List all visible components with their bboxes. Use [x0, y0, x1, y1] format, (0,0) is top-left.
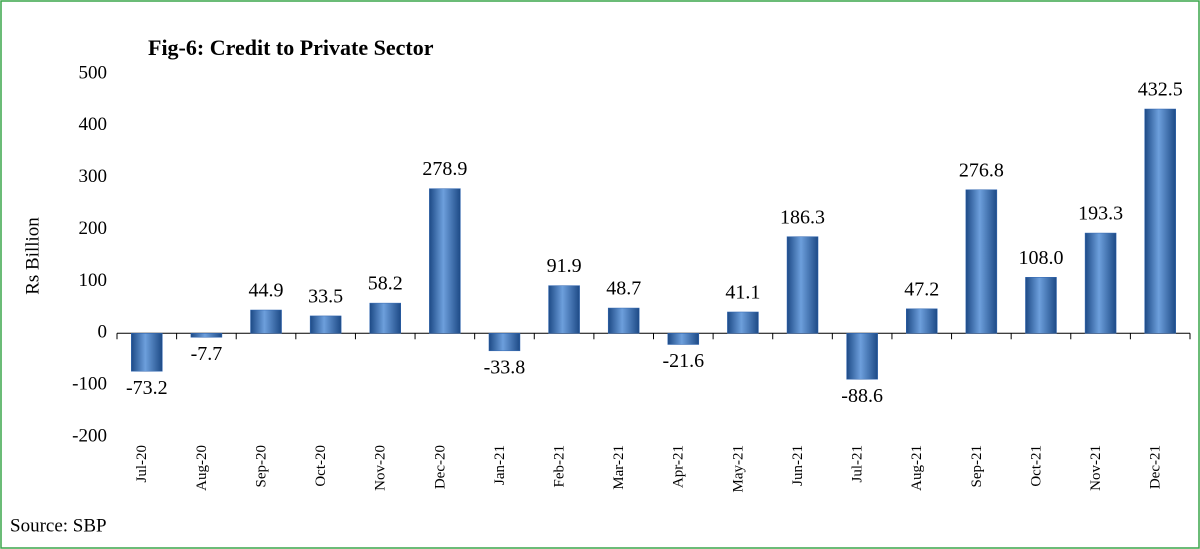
- y-tick-label: 500: [79, 62, 108, 83]
- value-label: 193.3: [1078, 203, 1123, 225]
- value-label: 48.7: [606, 278, 641, 300]
- x-tick-label: Sep-21: [969, 445, 985, 488]
- value-label: -7.7: [191, 343, 223, 365]
- y-tick-label: 200: [79, 218, 108, 239]
- value-label: 47.2: [904, 278, 939, 300]
- y-tick-label: 100: [79, 270, 108, 291]
- bar: [131, 333, 163, 372]
- bar: [727, 311, 759, 334]
- x-tick-label: Oct-21: [1028, 445, 1044, 487]
- x-tick-label: Mar-21: [611, 445, 627, 490]
- value-label: 44.9: [249, 280, 284, 302]
- x-tick-label: Jan-21: [492, 445, 508, 485]
- bar: [250, 309, 282, 334]
- value-label: 432.5: [1138, 79, 1183, 101]
- bar: [548, 285, 580, 334]
- x-tick-label: Feb-21: [552, 445, 568, 488]
- value-label: 278.9: [422, 158, 467, 180]
- bar: [906, 308, 938, 334]
- x-tick-label: Jul-21: [850, 445, 866, 483]
- bar: [190, 333, 223, 338]
- chart-title: Fig-6: Credit to Private Sector: [148, 35, 434, 60]
- bar: [488, 333, 521, 352]
- value-label: 91.9: [547, 255, 582, 277]
- x-tick-label: Aug-21: [909, 445, 925, 491]
- x-tick-label: Nov-20: [373, 445, 389, 491]
- y-tick-label: -200: [72, 425, 107, 446]
- y-axis-label: Rs Billion: [22, 217, 43, 295]
- x-tick-label: Sep-20: [253, 445, 269, 488]
- bar: [309, 315, 342, 334]
- bar: [369, 302, 401, 334]
- x-tick-label: Nov-21: [1088, 445, 1104, 491]
- value-label: -88.6: [841, 385, 883, 407]
- x-tick-label: Apr-21: [671, 445, 687, 488]
- x-tick-label: Jul-20: [134, 445, 150, 483]
- x-tick-label: Jun-21: [790, 445, 806, 486]
- bar: [1144, 108, 1176, 334]
- bar: [846, 333, 878, 380]
- y-tick-label: 0: [98, 322, 108, 343]
- x-tick-label: May-21: [730, 445, 746, 493]
- x-tick-label: Dec-20: [432, 445, 448, 489]
- bar: [429, 188, 461, 334]
- value-label: 108.0: [1018, 247, 1063, 269]
- value-label: -33.8: [484, 356, 526, 378]
- x-tick-label: Dec-21: [1148, 445, 1164, 489]
- bar: [1084, 232, 1117, 334]
- x-tick-label: Oct-20: [313, 445, 329, 487]
- value-label: 186.3: [780, 206, 825, 228]
- value-label: -73.2: [126, 377, 168, 399]
- value-label: 276.8: [959, 159, 1004, 181]
- y-tick-label: 400: [79, 114, 108, 135]
- value-label: -21.6: [662, 350, 704, 372]
- bar: [965, 189, 998, 334]
- bar: [1025, 277, 1057, 334]
- bar: [786, 236, 819, 334]
- bar: [607, 307, 640, 334]
- bar: [667, 333, 700, 345]
- value-label: 41.1: [725, 282, 760, 304]
- x-tick-label: Aug-20: [194, 445, 210, 491]
- value-label: 58.2: [368, 273, 403, 295]
- y-tick-label: 300: [79, 166, 108, 187]
- y-tick-label: -100: [72, 374, 107, 395]
- value-label: 33.5: [308, 286, 343, 308]
- source-note: Source: SBP: [10, 515, 107, 536]
